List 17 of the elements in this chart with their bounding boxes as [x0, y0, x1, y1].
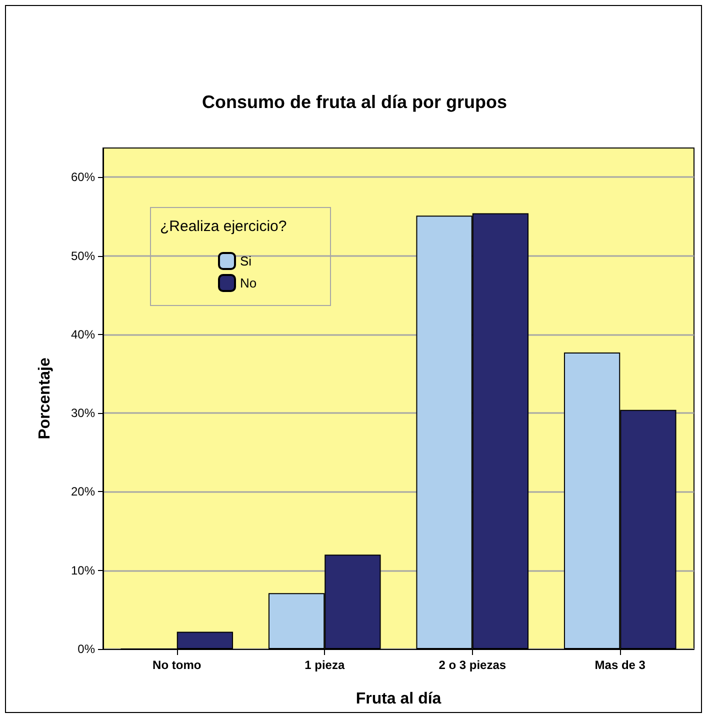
y-tick-label: 10% — [70, 563, 96, 578]
y-tick-label: 20% — [70, 484, 96, 499]
y-tick-label: 0% — [78, 642, 96, 656]
legend-label: No — [240, 276, 257, 290]
x-tick-label: No tomo — [152, 658, 202, 672]
legend-label: Si — [240, 254, 252, 268]
y-tick-label: 50% — [70, 248, 96, 263]
x-tick-label: 2 o 3 piezas — [438, 658, 506, 672]
y-tick-label: 30% — [70, 406, 96, 420]
x-axis-title: Fruta al día — [356, 690, 442, 708]
legend-title: ¿Realiza ejercicio? — [160, 218, 287, 235]
y-axis-title: Porcentaje — [36, 357, 54, 440]
chart-title: Consumo de fruta al día por grupos — [202, 92, 508, 112]
x-tick-label: Mas de 3 — [594, 658, 646, 672]
x-tick-label: 1 pieza — [304, 658, 345, 672]
y-tick-label: 40% — [70, 327, 96, 342]
y-tick-label: 60% — [70, 170, 96, 184]
